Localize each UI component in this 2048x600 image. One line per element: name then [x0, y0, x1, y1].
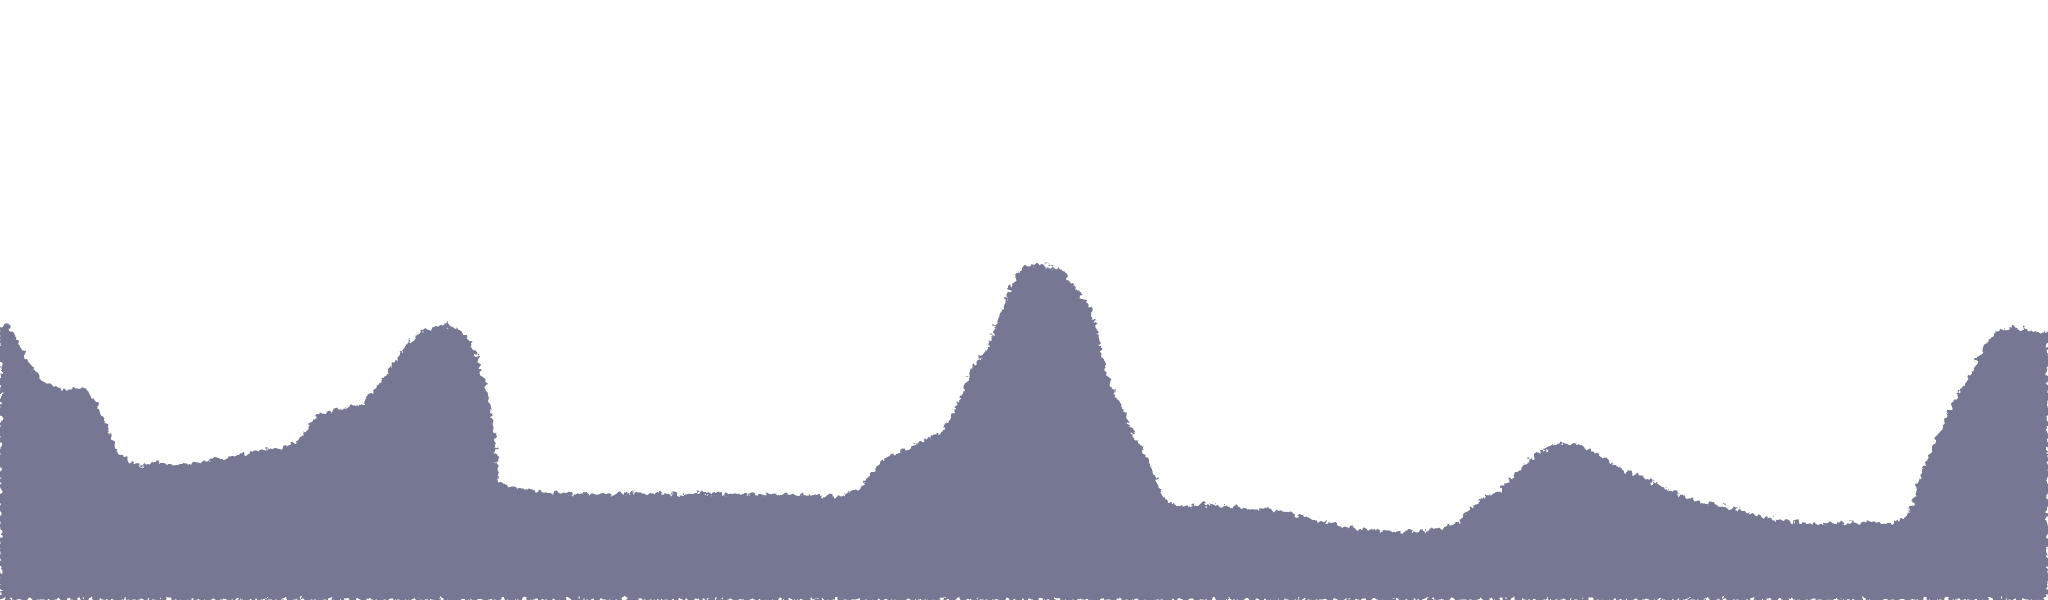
mountain-ridge-shape	[0, 264, 2048, 600]
